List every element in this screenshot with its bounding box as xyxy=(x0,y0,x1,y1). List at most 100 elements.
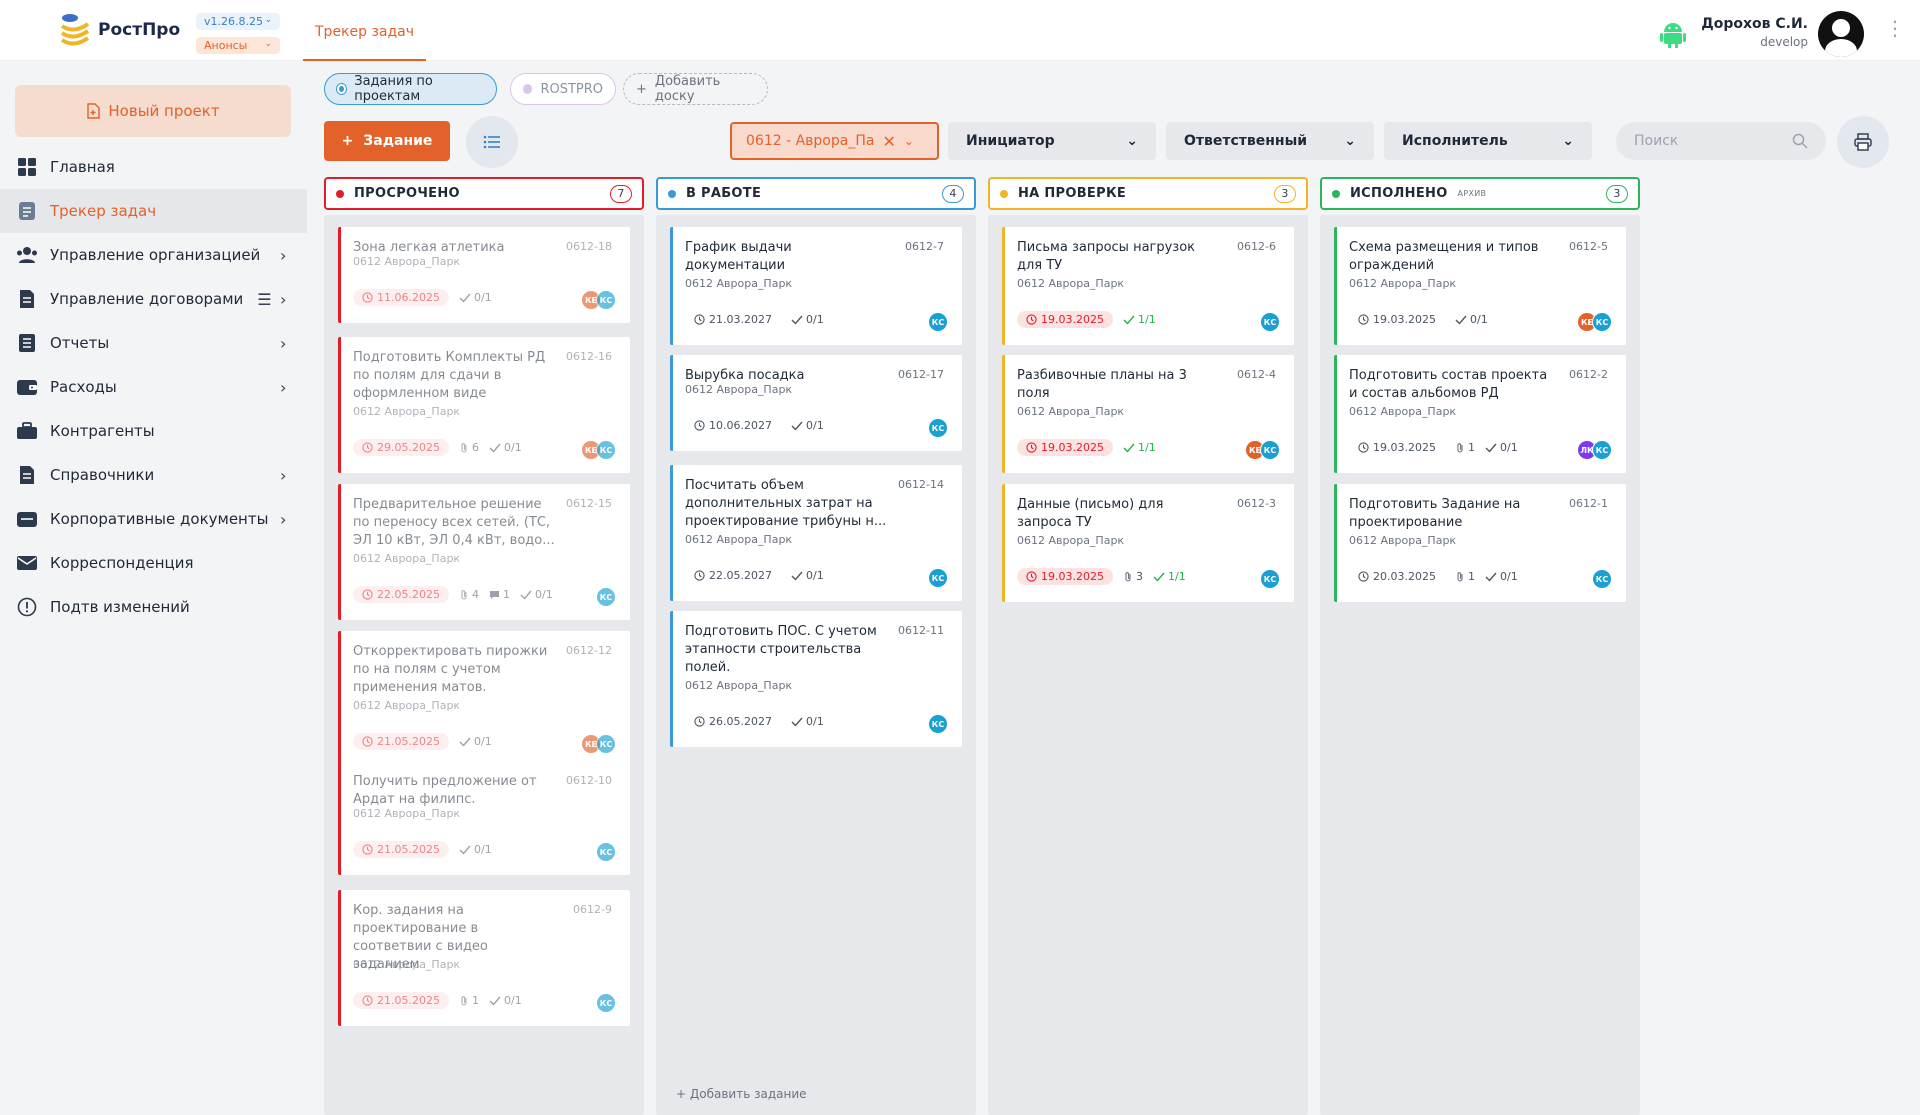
task-card[interactable]: Письма запросы нагрузок для ТУ 0612-6 0612… xyxy=(1002,227,1294,345)
sidebar-item-5[interactable]: Расходы › xyxy=(0,365,307,409)
assignee-avatar[interactable]: КС xyxy=(596,842,616,862)
sidebar-nav: Главная Трекер задач Управление организаци… xyxy=(0,145,307,629)
task-card[interactable]: Подготовить состав проекта и состав альб… xyxy=(1334,355,1626,473)
chevron-right-icon[interactable]: › xyxy=(280,465,287,485)
task-code: 0612-16 xyxy=(566,350,612,363)
assignee-avatar[interactable]: КС xyxy=(596,440,616,460)
list-icon[interactable]: ☰ xyxy=(257,289,272,309)
assignee-avatar[interactable]: КС xyxy=(1592,569,1612,589)
kebab-menu-icon[interactable]: ⋮ xyxy=(1885,16,1905,40)
task-card[interactable]: Кор. задания на проектирование в соответ… xyxy=(338,890,630,1026)
chevron-down-icon[interactable]: ⌄ xyxy=(903,134,914,148)
search-input[interactable]: Поиск xyxy=(1616,122,1826,160)
attachments: 1 xyxy=(459,994,479,1007)
assignee-avatar[interactable]: КС xyxy=(928,714,948,734)
task-card[interactable]: Получить предложение от Ардат на филипс.… xyxy=(338,761,630,875)
add-task-link[interactable]: + Добавить задание xyxy=(676,1087,807,1101)
assignee-avatar[interactable]: КС xyxy=(1260,440,1280,460)
checklist: 1/1 xyxy=(1153,570,1186,583)
archive-link[interactable]: АРХИВ xyxy=(1457,189,1487,198)
sidebar-item-1[interactable]: Трекер задач xyxy=(0,189,307,233)
add-task-button[interactable]: + Задание xyxy=(324,121,450,161)
search-icon[interactable] xyxy=(1792,133,1808,149)
due-date-badge: 19.03.2025 xyxy=(1349,311,1445,328)
android-icon[interactable] xyxy=(1660,20,1686,52)
due-date: 29.05.2025 xyxy=(377,441,440,454)
executor-filter[interactable]: Исполнитель ⌄ xyxy=(1384,122,1592,160)
chevron-right-icon[interactable]: › xyxy=(280,289,287,309)
assignee-avatar[interactable]: КС xyxy=(928,312,948,332)
add-task-label: Задание xyxy=(363,133,433,149)
checklist-count: 0/1 xyxy=(503,441,522,454)
responsible-filter[interactable]: Ответственный ⌄ xyxy=(1166,122,1374,160)
assignee-avatar[interactable]: КС xyxy=(1592,440,1612,460)
task-card[interactable]: Предварительное решение по переносу всех… xyxy=(338,484,630,620)
column-header[interactable]: ИСПОЛНЕНО АРХИВ 3 xyxy=(1320,177,1640,210)
task-card[interactable]: Вырубка посадка 0612-17 0612 Аврора_Парк 10… xyxy=(670,355,962,451)
task-card[interactable]: Разбивочные планы на 3 поля 0612-4 0612 Ав… xyxy=(1002,355,1294,473)
clock-icon xyxy=(362,736,373,747)
print-button[interactable] xyxy=(1837,116,1889,168)
assignee-avatar[interactable]: КС xyxy=(1260,569,1280,589)
assignee-avatar[interactable]: КС xyxy=(596,290,616,310)
attachments: 1 xyxy=(1455,570,1475,583)
chevron-right-icon[interactable]: › xyxy=(280,377,287,397)
column-header[interactable]: ПРОСРОЧЕНО 7 xyxy=(324,177,644,210)
add-board-button[interactable]: + Добавить доску xyxy=(623,73,768,105)
sidebar-item-6[interactable]: Контрагенты xyxy=(0,409,307,453)
chevron-right-icon[interactable]: › xyxy=(280,509,287,529)
task-code: 0612-10 xyxy=(566,774,612,787)
version-dropdown[interactable]: v1.26.8.25 ⌄ xyxy=(196,13,280,30)
task-card[interactable]: Подготовить Задание на проектирование 061… xyxy=(1334,484,1626,602)
user-avatar[interactable] xyxy=(1818,11,1864,57)
assignee-avatar[interactable]: КС xyxy=(596,734,616,754)
task-card[interactable]: Посчитать объем дополнительных затрат на… xyxy=(670,465,962,601)
tab-task-tracker[interactable]: Трекер задач xyxy=(303,0,427,61)
user-name[interactable]: Дорохов С.И. xyxy=(1701,16,1808,32)
task-title: Зона легкая атлетика xyxy=(353,240,505,255)
sidebar-item-7[interactable]: Справочники › xyxy=(0,453,307,497)
initiator-filter[interactable]: Инициатор ⌄ xyxy=(948,122,1156,160)
sidebar-item-3[interactable]: Управление договорами ☰ › xyxy=(0,277,307,321)
sidebar-item-9[interactable]: Корреспонденция xyxy=(0,541,307,585)
new-project-button[interactable]: Новый проект xyxy=(15,85,291,137)
sidebar-item-8[interactable]: Корпоративные документы › xyxy=(0,497,307,541)
due-date: 19.03.2025 xyxy=(1041,441,1104,454)
assignee-avatar[interactable]: КС xyxy=(928,568,948,588)
board-chip-projects[interactable]: Задания по проектам xyxy=(324,73,497,105)
chevron-down-icon: ⌄ xyxy=(1126,133,1138,149)
column-header[interactable]: В РАБОТЕ 4 xyxy=(656,177,976,210)
clear-icon[interactable]: ✕ xyxy=(882,131,896,151)
logo[interactable]: РостПро xyxy=(58,12,180,48)
chevron-right-icon[interactable]: › xyxy=(280,245,287,265)
assignee-avatar[interactable]: КС xyxy=(1260,312,1280,332)
checklist: 1/1 xyxy=(1123,313,1156,326)
sidebar-item-4[interactable]: Отчеты › xyxy=(0,321,307,365)
board-chip-rostpro[interactable]: ROSTPRO xyxy=(510,73,616,105)
task-card[interactable]: Откорректировать пирожки по на полям с у… xyxy=(338,631,630,767)
assignee-avatar[interactable]: КС xyxy=(928,418,948,438)
task-project: 0612 Аврора_Парк xyxy=(1017,405,1125,418)
task-card[interactable]: Схема размещения и типов ограждений 0612-… xyxy=(1334,227,1626,345)
task-project: 0612 Аврора_Парк xyxy=(353,807,461,820)
sidebar-item-10[interactable]: Подтв изменений xyxy=(0,585,307,629)
task-card[interactable]: График выдачи документации 0612-7 0612 Авр… xyxy=(670,227,962,345)
column-header[interactable]: НА ПРОВЕРКЕ 3 xyxy=(988,177,1308,210)
column-count-badge: 4 xyxy=(942,185,964,203)
task-card[interactable]: Подготовить ПОС. С учетом этапности стро… xyxy=(670,611,962,747)
task-card[interactable]: Зона легкая атлетика 0612-18 0612 Аврора_П… xyxy=(338,227,630,323)
assignee-avatar[interactable]: КС xyxy=(1592,312,1612,332)
list-view-button[interactable] xyxy=(466,116,518,168)
chevron-right-icon[interactable]: › xyxy=(280,333,287,353)
task-card[interactable]: Подготовить Комплекты РД по полям для сд… xyxy=(338,337,630,473)
sidebar-item-2[interactable]: Управление организацией › xyxy=(0,233,307,277)
assignee-avatar[interactable]: КС xyxy=(596,993,616,1013)
assignees: КС xyxy=(1260,569,1280,589)
project-filter[interactable]: 0612 - Аврора_Па ✕ ⌄ xyxy=(730,122,939,160)
task-card[interactable]: Данные (письмо) для запроса ТУ 0612-3 0612… xyxy=(1002,484,1294,602)
project-filter-value: 0612 - Аврора_Па xyxy=(746,133,875,149)
assignee-avatar[interactable]: КС xyxy=(596,587,616,607)
task-project: 0612 Аврора_Парк xyxy=(1017,277,1125,290)
announcements-dropdown[interactable]: Анонсы ⌄ xyxy=(196,37,280,54)
sidebar-item-0[interactable]: Главная xyxy=(0,145,307,189)
